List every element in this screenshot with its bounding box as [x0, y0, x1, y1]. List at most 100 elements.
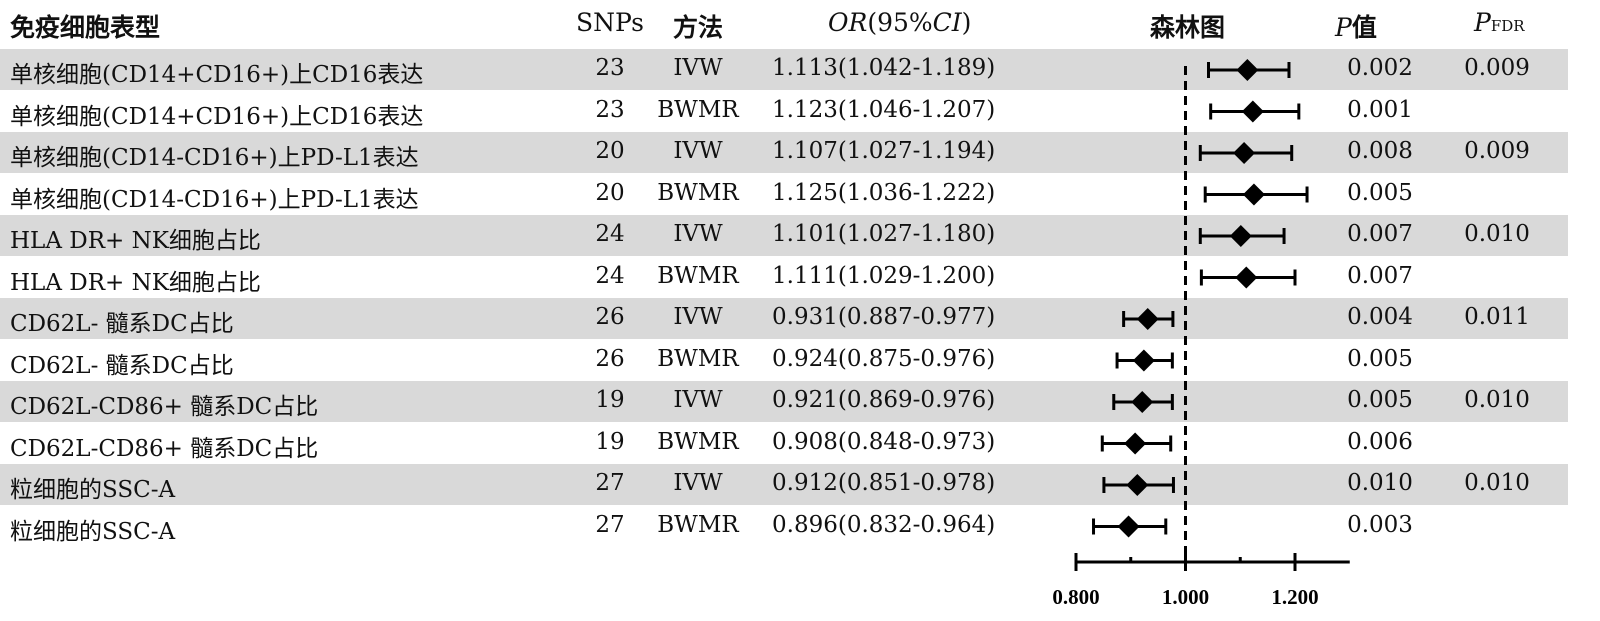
or-diamond: [1242, 183, 1265, 206]
phenotype-cell: CD62L-CD86+ 髓系DC占比: [10, 394, 319, 420]
phenotype-cell: 单核细胞(CD14-CD16+)上PD-L1表达: [10, 186, 419, 213]
method-cell: IVW: [673, 55, 723, 81]
p-label-rest: 值: [1351, 13, 1377, 42]
phenotype-cell: 粒细胞的SSC-A: [10, 518, 176, 545]
phenotype-cell: CD62L- 髓系DC占比: [10, 311, 234, 337]
snps-cell: 24: [595, 262, 625, 289]
or-diamond: [1124, 432, 1147, 455]
or-ci-cell: 1.113(1.042-1.189): [772, 55, 996, 81]
or-ci-cell: 0.896(0.832-0.964): [772, 511, 996, 538]
header-or: OR(95%CI): [828, 8, 971, 37]
or-diamond: [1117, 515, 1140, 538]
header-fdr: PFDR: [1474, 8, 1525, 37]
or-diamond: [1233, 142, 1256, 164]
header-phenotype: 免疫细胞表型: [10, 13, 161, 42]
phenotype-cell: HLA DR+ NK细胞占比: [10, 269, 261, 296]
fdr-cell: 0.010: [1464, 387, 1530, 413]
phenotype-cell: 单核细胞(CD14-CD16+)上PD-L1表达: [10, 145, 419, 171]
table-row: 单核细胞(CD14-CD16+)上PD-L1表达 20 BWMR 1.125(1.03…: [0, 174, 1568, 215]
p-value-cell: 0.001: [1347, 96, 1413, 123]
or-ci-cell: 1.123(1.046-1.207): [772, 96, 996, 123]
or-ci-cell: 0.931(0.887-0.977): [772, 304, 996, 330]
snps-cell: 23: [595, 96, 625, 123]
or-diamond: [1126, 474, 1149, 496]
table-row: HLA DR+ NK细胞占比 24 IVW 1.101(1.027-1.180) 0.0…: [0, 215, 1568, 256]
fdr-sub: FDR: [1490, 17, 1525, 35]
snps-cell: 27: [595, 511, 625, 538]
snps-cell: 26: [595, 345, 625, 372]
table-row: 粒细胞的SSC-A 27 BWMR 0.896(0.832-0.964) 0.003: [0, 506, 1568, 547]
method-cell: BWMR: [657, 96, 739, 123]
method-cell: BWMR: [657, 345, 739, 372]
table-row: CD62L-CD86+ 髓系DC占比 19 BWMR 0.908(0.848-0.97…: [0, 423, 1568, 464]
method-cell: IVW: [673, 138, 723, 164]
fdr-cell: 0.011: [1464, 304, 1530, 330]
p-label: P: [1335, 13, 1352, 42]
fdr-cell: 0.009: [1464, 138, 1530, 164]
x-tick-label: 1.200: [1271, 585, 1318, 609]
header-p: P值: [1335, 8, 1377, 44]
p-value-cell: 0.004: [1347, 304, 1413, 330]
header-forest: 森林图: [1150, 13, 1226, 42]
or-label-rest: (95%: [867, 8, 933, 37]
or-diamond: [1229, 225, 1252, 247]
or-ci-cell: 1.107(1.027-1.194): [772, 138, 996, 164]
or-diamond: [1235, 266, 1258, 289]
or-ci-cell: 0.912(0.851-0.978): [772, 470, 996, 496]
phenotype-cell: CD62L- 髓系DC占比: [10, 352, 234, 379]
phenotype-cell: 单核细胞(CD14+CD16+)上CD16表达: [10, 103, 424, 130]
or-diamond: [1136, 308, 1159, 330]
snps-cell: 24: [595, 221, 625, 247]
or-diamond: [1132, 349, 1155, 372]
p-value-cell: 0.002: [1347, 55, 1413, 81]
or-ci-cell: 1.111(1.029-1.200): [772, 262, 996, 289]
snps-cell: 23: [595, 55, 625, 81]
p-value-cell: 0.010: [1347, 470, 1413, 496]
p-value-cell: 0.005: [1347, 179, 1413, 206]
phenotype-cell: HLA DR+ NK细胞占比: [10, 228, 261, 254]
fdr-cell: 0.010: [1464, 470, 1530, 496]
p-value-cell: 0.003: [1347, 511, 1413, 538]
snps-cell: 26: [595, 304, 625, 330]
phenotype-cell: 单核细胞(CD14+CD16+)上CD16表达: [10, 62, 424, 88]
method-cell: IVW: [673, 470, 723, 496]
snps-cell: 19: [595, 387, 625, 413]
fdr-cell: 0.010: [1464, 221, 1530, 247]
or-ci-cell: 1.125(1.036-1.222): [772, 179, 996, 206]
snps-cell: 27: [595, 470, 625, 496]
table-row: CD62L-CD86+ 髓系DC占比 19 IVW 0.921(0.869-0.976…: [0, 381, 1568, 422]
or-label-close: ): [961, 8, 972, 37]
phenotype-cell: 粒细胞的SSC-A: [10, 477, 176, 503]
snps-cell: 19: [595, 428, 625, 455]
method-cell: BWMR: [657, 428, 739, 455]
or-ci-cell: 1.101(1.027-1.180): [772, 221, 996, 247]
or-diamond: [1241, 100, 1264, 123]
p-value-cell: 0.006: [1347, 428, 1413, 455]
fdr-label: P: [1474, 8, 1491, 37]
method-cell: IVW: [673, 387, 723, 413]
header-snps: SNPs: [576, 8, 644, 37]
x-tick-label: 1.000: [1162, 585, 1209, 609]
method-cell: IVW: [673, 304, 723, 330]
method-cell: BWMR: [657, 262, 739, 289]
p-value-cell: 0.005: [1347, 345, 1413, 372]
fdr-cell: 0.009: [1464, 55, 1530, 81]
method-cell: BWMR: [657, 179, 739, 206]
or-diamond: [1131, 391, 1154, 413]
p-value-cell: 0.005: [1347, 387, 1413, 413]
or-ci-cell: 0.924(0.875-0.976): [772, 345, 996, 372]
p-value-cell: 0.007: [1347, 262, 1413, 289]
x-tick-label: 0.800: [1052, 585, 1099, 609]
table-row: 单核细胞(CD14-CD16+)上PD-L1表达 20 IVW 1.107(1.027…: [0, 132, 1568, 173]
ci-label: CI: [932, 8, 962, 37]
p-value-cell: 0.008: [1347, 138, 1413, 164]
method-cell: BWMR: [657, 511, 739, 538]
method-cell: IVW: [673, 221, 723, 247]
p-value-cell: 0.007: [1347, 221, 1413, 247]
table-row: CD62L- 髓系DC占比 26 IVW 0.931(0.887-0.977) 0.00…: [0, 298, 1568, 339]
phenotype-cell: CD62L-CD86+ 髓系DC占比: [10, 435, 319, 462]
or-diamond: [1236, 59, 1259, 81]
header-method: 方法: [672, 13, 723, 42]
or-ci-cell: 0.908(0.848-0.973): [772, 428, 996, 455]
